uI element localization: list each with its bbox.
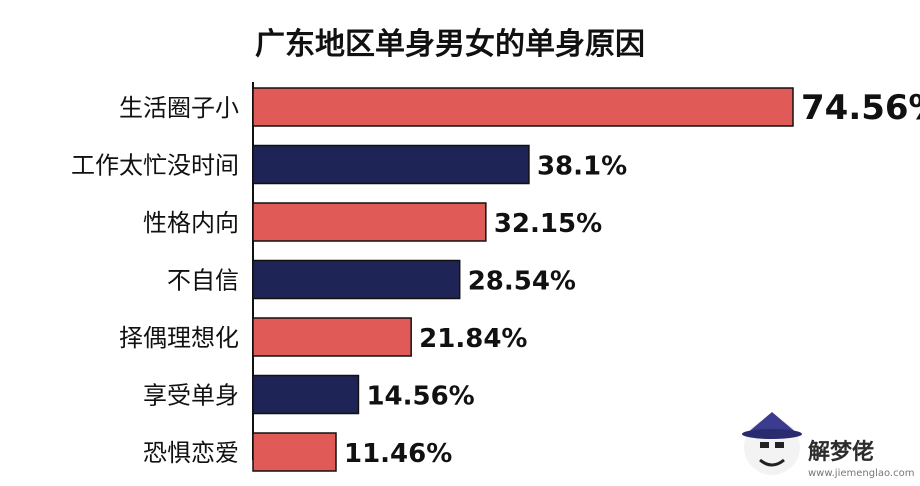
watermark-text: 解梦佬 [808, 439, 874, 465]
watermark: 解梦佬 www.jiemenglao.com [742, 412, 914, 479]
category-label: 生活圈子小 [119, 94, 239, 122]
category-label: 恐惧恋爱 [143, 439, 239, 467]
bars-group: 生活圈子小 74.56% 工作太忙没时间 38.1% 性格内向 32.15% 不自信 28.5… [71, 87, 920, 472]
value-label: 74.56% [801, 88, 920, 128]
watermark-url: www.jiemenglao.com [808, 468, 914, 479]
bar [252, 202, 487, 242]
category-label: 不自信 [167, 267, 239, 295]
bar [252, 374, 360, 415]
value-label: 14.56% [366, 382, 474, 412]
category-label: 工作太忙没时间 [71, 152, 239, 180]
category-label: 择偶理想化 [119, 324, 239, 352]
value-label: 21.84% [419, 324, 527, 354]
value-label: 32.15% [494, 209, 602, 239]
value-label: 11.46% [344, 439, 452, 469]
value-label: 28.54% [468, 267, 576, 297]
chart-title: 广东地区单身男女的单身原因 [255, 27, 645, 62]
bar [252, 317, 412, 357]
category-label: 享受单身 [143, 382, 239, 410]
bar [252, 87, 794, 127]
category-label: 性格内向 [143, 209, 239, 237]
mascot-face-icon [742, 412, 802, 475]
bar [252, 259, 461, 300]
value-label: 38.1% [537, 152, 627, 182]
bar [252, 144, 530, 185]
bar [252, 432, 337, 472]
